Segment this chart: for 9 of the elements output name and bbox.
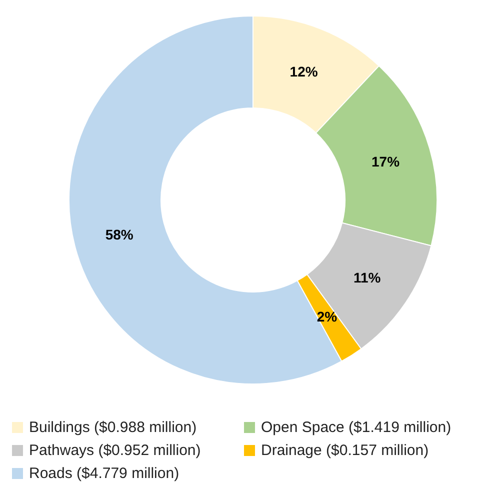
legend-label: Pathways ($0.952 million)	[29, 442, 201, 459]
legend-label: Buildings ($0.988 million)	[29, 419, 197, 436]
data-label: 12%	[290, 64, 318, 80]
legend-label: Drainage ($0.157 million)	[261, 442, 429, 459]
legend-label: Open Space ($1.419 million)	[261, 419, 452, 436]
data-label: 17%	[372, 154, 400, 170]
data-label: 58%	[105, 226, 134, 242]
data-label: 11%	[354, 270, 382, 286]
legend-label: Roads ($4.779 million)	[29, 465, 180, 482]
